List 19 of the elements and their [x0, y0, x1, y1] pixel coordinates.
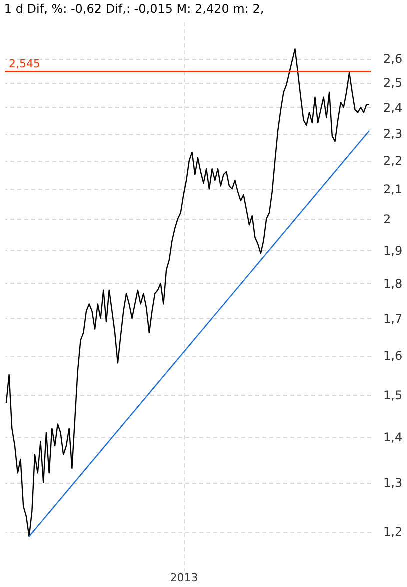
- y-tick-label: 1,6: [384, 349, 403, 364]
- y-tick-label: 1,7: [384, 312, 403, 326]
- line-series: [6, 48, 370, 538]
- y-tick-label: 1,5: [384, 388, 403, 403]
- y-tick-label: 2,1: [384, 182, 403, 197]
- y-tick-label: 1,4: [384, 430, 403, 445]
- y-tick-label: 2,4: [384, 100, 403, 115]
- ref-line-label: 2,545: [9, 58, 40, 71]
- y-tick-label: 2,5: [384, 76, 403, 90]
- chart-title: 1 d Dif, %: -0,62 Dif,: -0,015 M: 2,420 m: 2,: [4, 2, 264, 16]
- y-tick-label: 1,9: [384, 244, 403, 258]
- y-tick-label: 1,3: [384, 476, 403, 490]
- x-tick-label: 2013: [170, 572, 198, 584]
- y-tick-label: 2,2: [384, 154, 403, 168]
- y-tick-label: 2,3: [384, 127, 403, 142]
- y-tick-label: 2,6: [384, 52, 403, 66]
- y-tick-label: 1,8: [384, 276, 403, 291]
- y-tick-label: 1,2: [384, 525, 403, 540]
- y-tick-label: 2: [384, 212, 392, 227]
